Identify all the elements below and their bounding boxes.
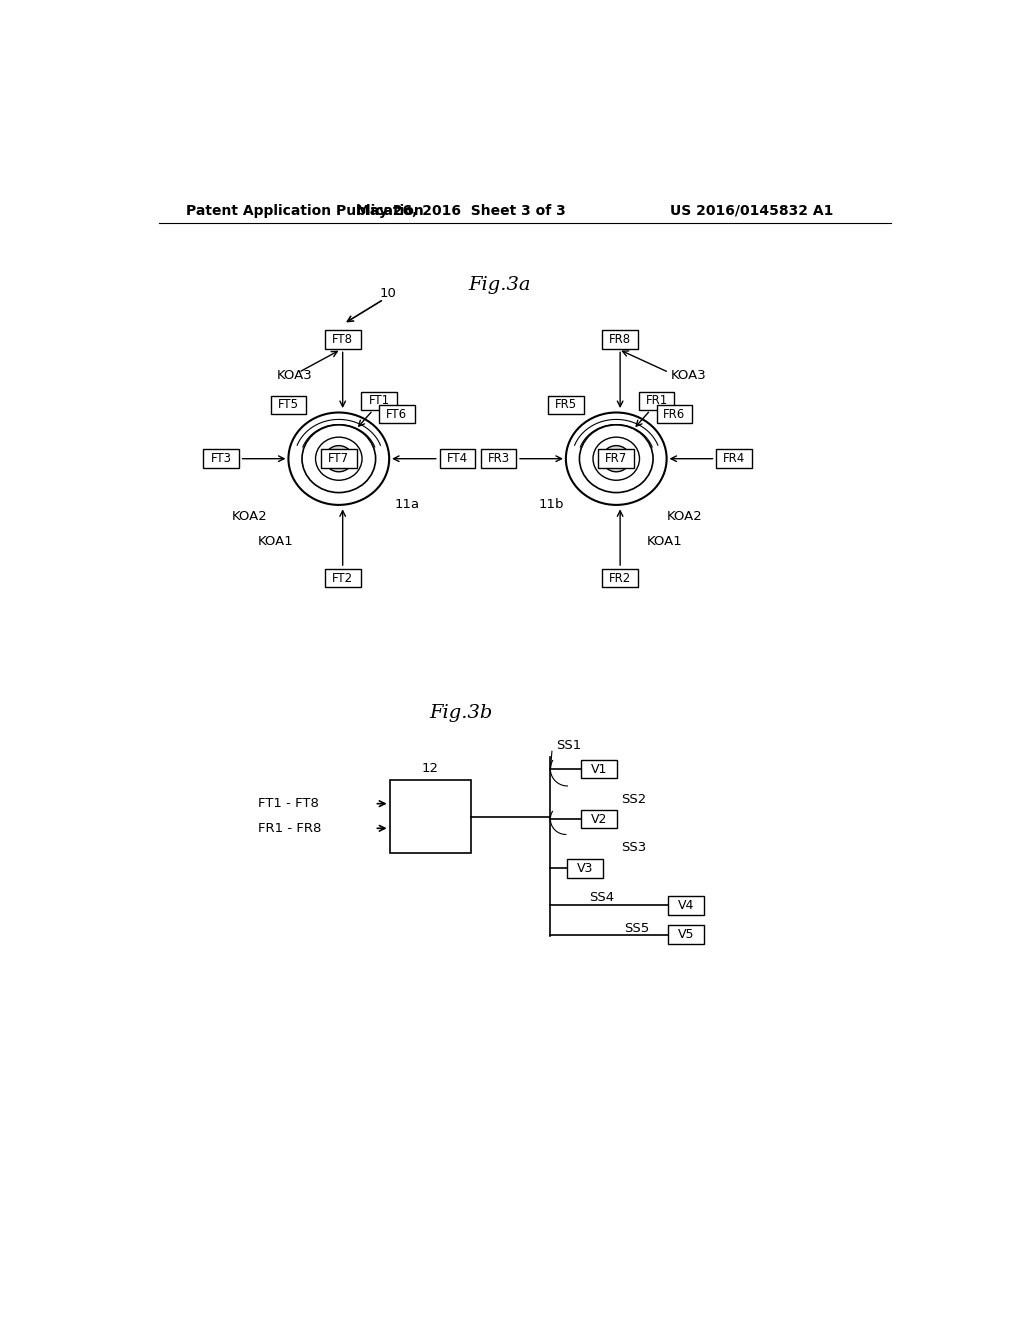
- FancyBboxPatch shape: [602, 569, 638, 587]
- FancyBboxPatch shape: [567, 859, 603, 878]
- Text: FR2: FR2: [609, 572, 631, 585]
- FancyBboxPatch shape: [321, 449, 356, 469]
- FancyBboxPatch shape: [203, 449, 239, 469]
- Text: FT8: FT8: [332, 333, 353, 346]
- Text: V2: V2: [591, 813, 607, 825]
- Text: SS3: SS3: [621, 841, 646, 854]
- Text: 11a: 11a: [394, 499, 420, 511]
- Text: KOA3: KOA3: [276, 370, 312, 381]
- FancyBboxPatch shape: [270, 396, 306, 414]
- Text: V4: V4: [678, 899, 694, 912]
- Text: FT1 - FT8: FT1 - FT8: [258, 797, 319, 810]
- Text: FT4: FT4: [446, 453, 468, 465]
- Text: V5: V5: [678, 928, 694, 941]
- Text: US 2016/0145832 A1: US 2016/0145832 A1: [671, 203, 834, 218]
- FancyBboxPatch shape: [389, 780, 471, 853]
- Text: FT2: FT2: [332, 572, 353, 585]
- FancyBboxPatch shape: [548, 396, 584, 414]
- Text: FT3: FT3: [211, 453, 231, 465]
- Text: V1: V1: [591, 763, 607, 776]
- FancyBboxPatch shape: [582, 760, 617, 779]
- FancyBboxPatch shape: [325, 330, 360, 348]
- Text: SS5: SS5: [624, 921, 649, 935]
- Text: SS4: SS4: [589, 891, 614, 904]
- FancyBboxPatch shape: [480, 449, 516, 469]
- FancyBboxPatch shape: [669, 896, 703, 915]
- Text: FR7: FR7: [605, 453, 628, 465]
- FancyBboxPatch shape: [598, 449, 634, 469]
- Text: FT1: FT1: [369, 395, 390, 408]
- Text: FR5: FR5: [555, 399, 577, 412]
- Text: SS2: SS2: [621, 793, 646, 807]
- Text: 11b: 11b: [539, 499, 564, 511]
- Text: KOA2: KOA2: [667, 510, 702, 523]
- FancyBboxPatch shape: [602, 330, 638, 348]
- Text: FT5: FT5: [278, 399, 299, 412]
- FancyBboxPatch shape: [669, 925, 703, 944]
- FancyBboxPatch shape: [361, 392, 397, 411]
- FancyBboxPatch shape: [716, 449, 752, 469]
- Text: Fig.3b: Fig.3b: [429, 704, 493, 722]
- Text: May 26, 2016  Sheet 3 of 3: May 26, 2016 Sheet 3 of 3: [356, 203, 566, 218]
- Text: FR4: FR4: [723, 453, 745, 465]
- Text: FR6: FR6: [664, 408, 685, 421]
- Text: FT6: FT6: [386, 408, 408, 421]
- Text: FR3: FR3: [487, 453, 510, 465]
- Ellipse shape: [602, 446, 630, 471]
- Text: SS1: SS1: [556, 739, 581, 751]
- Text: FR8: FR8: [609, 333, 631, 346]
- Text: 12: 12: [422, 762, 438, 775]
- Text: FR1: FR1: [645, 395, 668, 408]
- FancyBboxPatch shape: [656, 405, 692, 424]
- Text: 10: 10: [380, 286, 396, 300]
- Text: Patent Application Publication: Patent Application Publication: [186, 203, 424, 218]
- FancyBboxPatch shape: [325, 569, 360, 587]
- FancyBboxPatch shape: [379, 405, 415, 424]
- FancyBboxPatch shape: [582, 810, 617, 829]
- Text: KOA2: KOA2: [231, 510, 267, 523]
- Text: KOA1: KOA1: [257, 536, 293, 548]
- Text: KOA1: KOA1: [647, 536, 683, 548]
- Text: KOA3: KOA3: [671, 370, 707, 381]
- Text: V3: V3: [578, 862, 594, 875]
- FancyBboxPatch shape: [439, 449, 475, 469]
- Text: FR1 - FR8: FR1 - FR8: [258, 822, 322, 834]
- FancyBboxPatch shape: [639, 392, 675, 411]
- Text: Fig.3a: Fig.3a: [469, 276, 531, 294]
- Text: FT7: FT7: [329, 453, 349, 465]
- Ellipse shape: [325, 446, 352, 471]
